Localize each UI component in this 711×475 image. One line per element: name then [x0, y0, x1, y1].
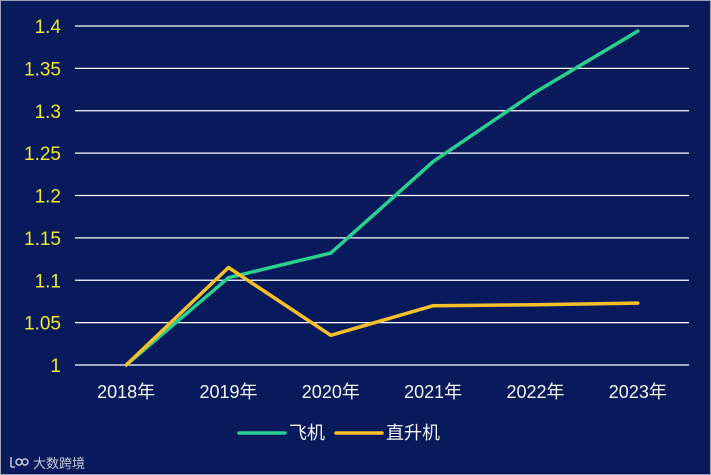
series-line-2: [124, 265, 640, 367]
y-tick-label: 1: [50, 356, 61, 377]
y-tick-label: 1.4: [35, 17, 62, 38]
y-tick-label: 1.1: [35, 271, 61, 292]
x-tick-label: 2023年: [609, 382, 667, 402]
y-tick-label: 1.25: [24, 144, 61, 165]
watermark: 大数跨境: [9, 452, 85, 472]
series-line-1: [124, 29, 640, 367]
y-tick-label: 1.3: [35, 102, 61, 123]
x-tick-label: 2018年: [97, 382, 155, 402]
x-axis: 2018年 2019年 2020年 2021年 2022年 2023年: [97, 382, 667, 402]
legend-label: 飞机: [289, 423, 325, 443]
x-tick-label: 2019年: [199, 382, 257, 402]
legend-item-1[interactable]: 飞机: [237, 423, 325, 443]
y-tick-label: 1.2: [35, 187, 61, 208]
x-tick-label: 2021年: [404, 382, 462, 402]
y-axis: 1 1.05 1.1 1.15 1.2 1.25 1.3 1.35 1.4: [24, 17, 61, 377]
legend[interactable]: 飞机 直升机: [237, 423, 440, 443]
x-tick-label: 2020年: [302, 382, 360, 402]
series-lines: [124, 29, 640, 367]
logo-icon: [10, 457, 29, 468]
legend-item-2[interactable]: 直升机: [334, 423, 440, 443]
gridlines: [75, 25, 689, 366]
y-tick-label: 1.15: [24, 229, 61, 250]
x-tick-label: 2022年: [506, 382, 564, 402]
y-tick-label: 1.35: [24, 59, 61, 80]
legend-label: 直升机: [386, 423, 440, 443]
watermark-text: 大数跨境: [33, 456, 86, 472]
y-tick-label: 1.05: [24, 314, 61, 335]
